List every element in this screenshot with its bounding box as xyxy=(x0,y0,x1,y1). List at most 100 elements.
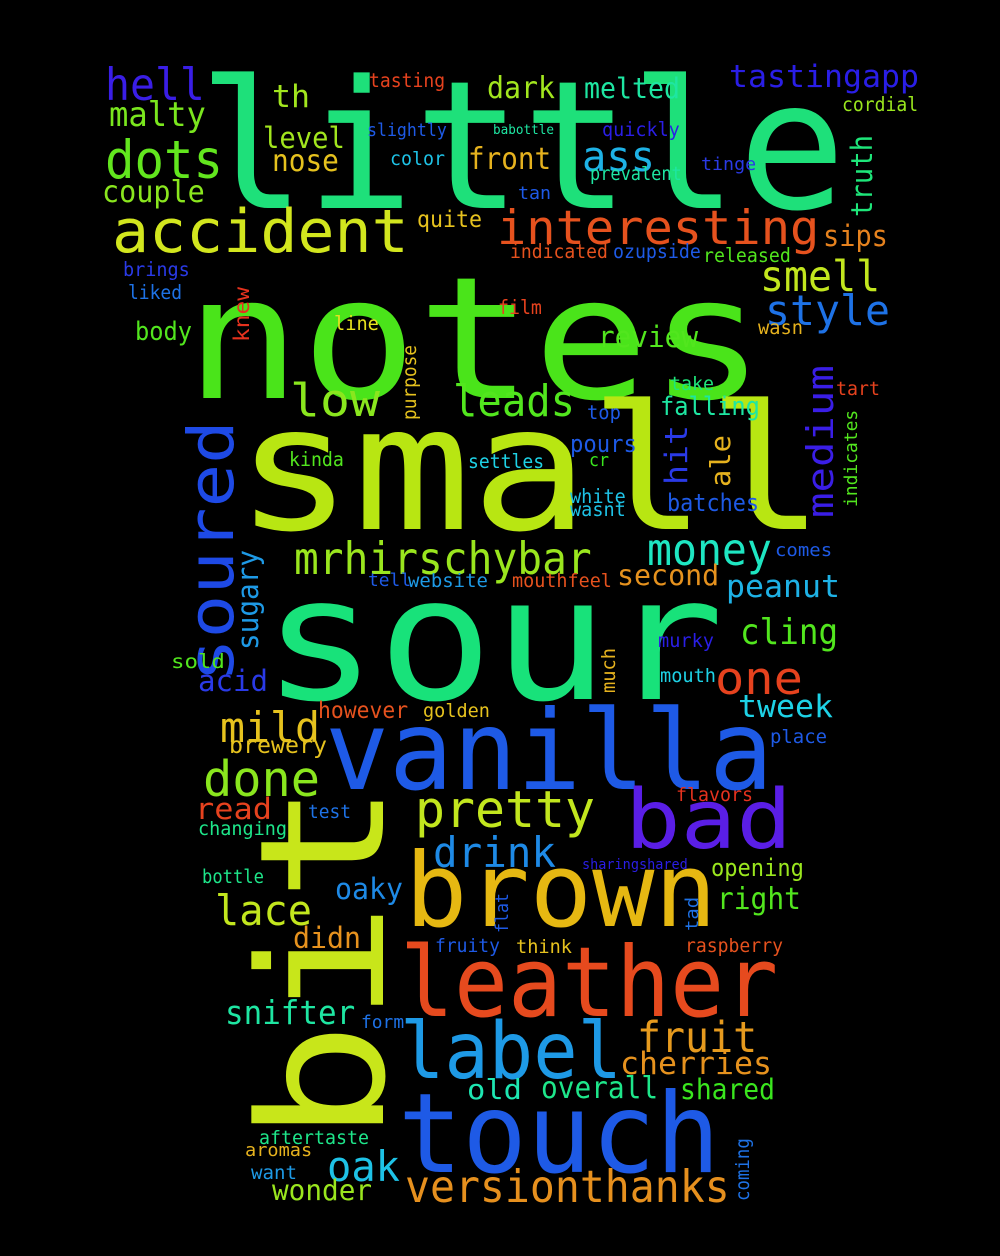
word-small: small xyxy=(235,368,826,570)
word-notes: notes xyxy=(185,241,766,439)
word-wasnt: wasnt xyxy=(570,498,626,521)
word-dark: dark xyxy=(487,71,556,106)
word-dots: dots xyxy=(105,130,223,191)
word-however: however xyxy=(318,698,409,724)
word-comes: comes xyxy=(775,540,833,561)
word-released: released xyxy=(703,244,791,267)
word-body: body xyxy=(135,317,193,347)
word-one: one xyxy=(715,652,803,705)
word-indicated: indicated xyxy=(510,240,608,263)
word-sugary: sugary xyxy=(231,549,265,650)
word-ozupside: ozupside xyxy=(613,240,701,263)
word-leads: leads xyxy=(453,376,576,427)
word-place: place xyxy=(770,726,827,748)
word-label: label xyxy=(400,1005,623,1097)
word-brewery: brewery xyxy=(229,733,328,759)
word-mouthfeel: mouthfeel xyxy=(512,570,612,592)
word-prevalent: prevalent xyxy=(590,164,682,185)
word-leather: leather xyxy=(400,926,779,1039)
word-done: done xyxy=(203,750,321,808)
word-quickly: quickly xyxy=(602,118,680,141)
word-aromas: aromas xyxy=(245,1140,313,1161)
word-sour: sour xyxy=(262,541,725,740)
word-ale: ale xyxy=(706,434,737,487)
word-tan: tan xyxy=(518,183,552,204)
word-level: level xyxy=(263,121,345,155)
word-sips: sips xyxy=(823,219,888,253)
word-couple: couple xyxy=(102,175,205,210)
word-th: th xyxy=(272,79,311,115)
word-top: top xyxy=(587,401,621,424)
word-flavors: flavors xyxy=(676,784,753,806)
word-hell: hell xyxy=(105,58,205,111)
word-fruity: fruity xyxy=(435,935,500,957)
word-much: much xyxy=(598,648,620,693)
word-falling: falling xyxy=(660,392,760,422)
word-truth: truth xyxy=(845,134,879,217)
word-form: form xyxy=(361,1012,405,1033)
word-tasting: tasting xyxy=(369,69,446,92)
word-batches: batches xyxy=(667,489,760,517)
word-front: front xyxy=(468,142,552,177)
word-aftertaste: aftertaste xyxy=(259,1127,369,1149)
word-quite: quite xyxy=(417,206,482,233)
word-vanilla: vanilla xyxy=(325,688,774,816)
word-brings: brings xyxy=(123,258,190,281)
word-money: money xyxy=(647,523,772,576)
word-golden: golden xyxy=(423,700,490,722)
word-line: line xyxy=(334,312,379,335)
word-wonder: wonder xyxy=(272,1174,373,1207)
word-color: color xyxy=(390,148,445,170)
word-tweek: tweek xyxy=(738,689,834,725)
word-raspberry: raspberry xyxy=(685,935,783,957)
word-malty: malty xyxy=(109,95,206,134)
word-white: white xyxy=(570,485,626,508)
word-didn: didn xyxy=(293,921,361,955)
word-melted: melted xyxy=(584,71,680,105)
word-shared: shared xyxy=(680,1073,775,1106)
word-kinda: kinda xyxy=(289,448,344,471)
word-wasn: wasn xyxy=(758,317,803,339)
word-nose: nose xyxy=(272,144,339,179)
word-cling: cling xyxy=(740,612,839,653)
word-film: film xyxy=(498,296,542,319)
word-low: low xyxy=(290,374,380,427)
word-interesting: interesting xyxy=(497,201,820,256)
word-acid: acid xyxy=(198,664,269,698)
word-think: think xyxy=(516,936,572,958)
word-take: take xyxy=(670,373,714,395)
word-lace: lace xyxy=(215,886,313,935)
word-overall: overall xyxy=(541,1071,659,1106)
word-cordial: cordial xyxy=(842,93,919,116)
word-tastingapp: tastingapp xyxy=(729,59,920,95)
word-mouth: mouth xyxy=(660,665,716,687)
word-accident: accident xyxy=(112,197,409,267)
word-brown: brown xyxy=(405,831,717,951)
word-pretty: pretty xyxy=(415,780,596,839)
word-little: little xyxy=(198,43,847,251)
word-hit: hit xyxy=(659,424,695,485)
word-opening: opening xyxy=(711,854,804,882)
word-tell: tell xyxy=(368,570,412,591)
word-pours: pours xyxy=(570,430,637,458)
word-want: want xyxy=(251,1162,298,1184)
word-coming: coming xyxy=(733,1138,754,1201)
word-ass: ass xyxy=(582,132,655,181)
word-tad: tad xyxy=(682,896,703,931)
word-cherries: cherries xyxy=(620,1046,773,1082)
word-changing: changing xyxy=(198,818,287,840)
word-website: website xyxy=(408,570,488,592)
word-peanut: peanut xyxy=(726,569,841,605)
word-mrhirschybar: mrhirschybar xyxy=(294,534,592,585)
word-indicates: indicates xyxy=(841,409,862,507)
word-fruit: fruit xyxy=(637,1013,758,1063)
word-knew: knew xyxy=(230,286,254,342)
word-tinge: tinge xyxy=(701,154,757,175)
word-liked: liked xyxy=(128,281,183,304)
word-drink: drink xyxy=(433,828,557,877)
word-old: old xyxy=(467,1075,522,1106)
word-slightly: slightly xyxy=(367,120,447,141)
word-test: test xyxy=(308,801,351,823)
word-cr: cr xyxy=(589,450,609,471)
